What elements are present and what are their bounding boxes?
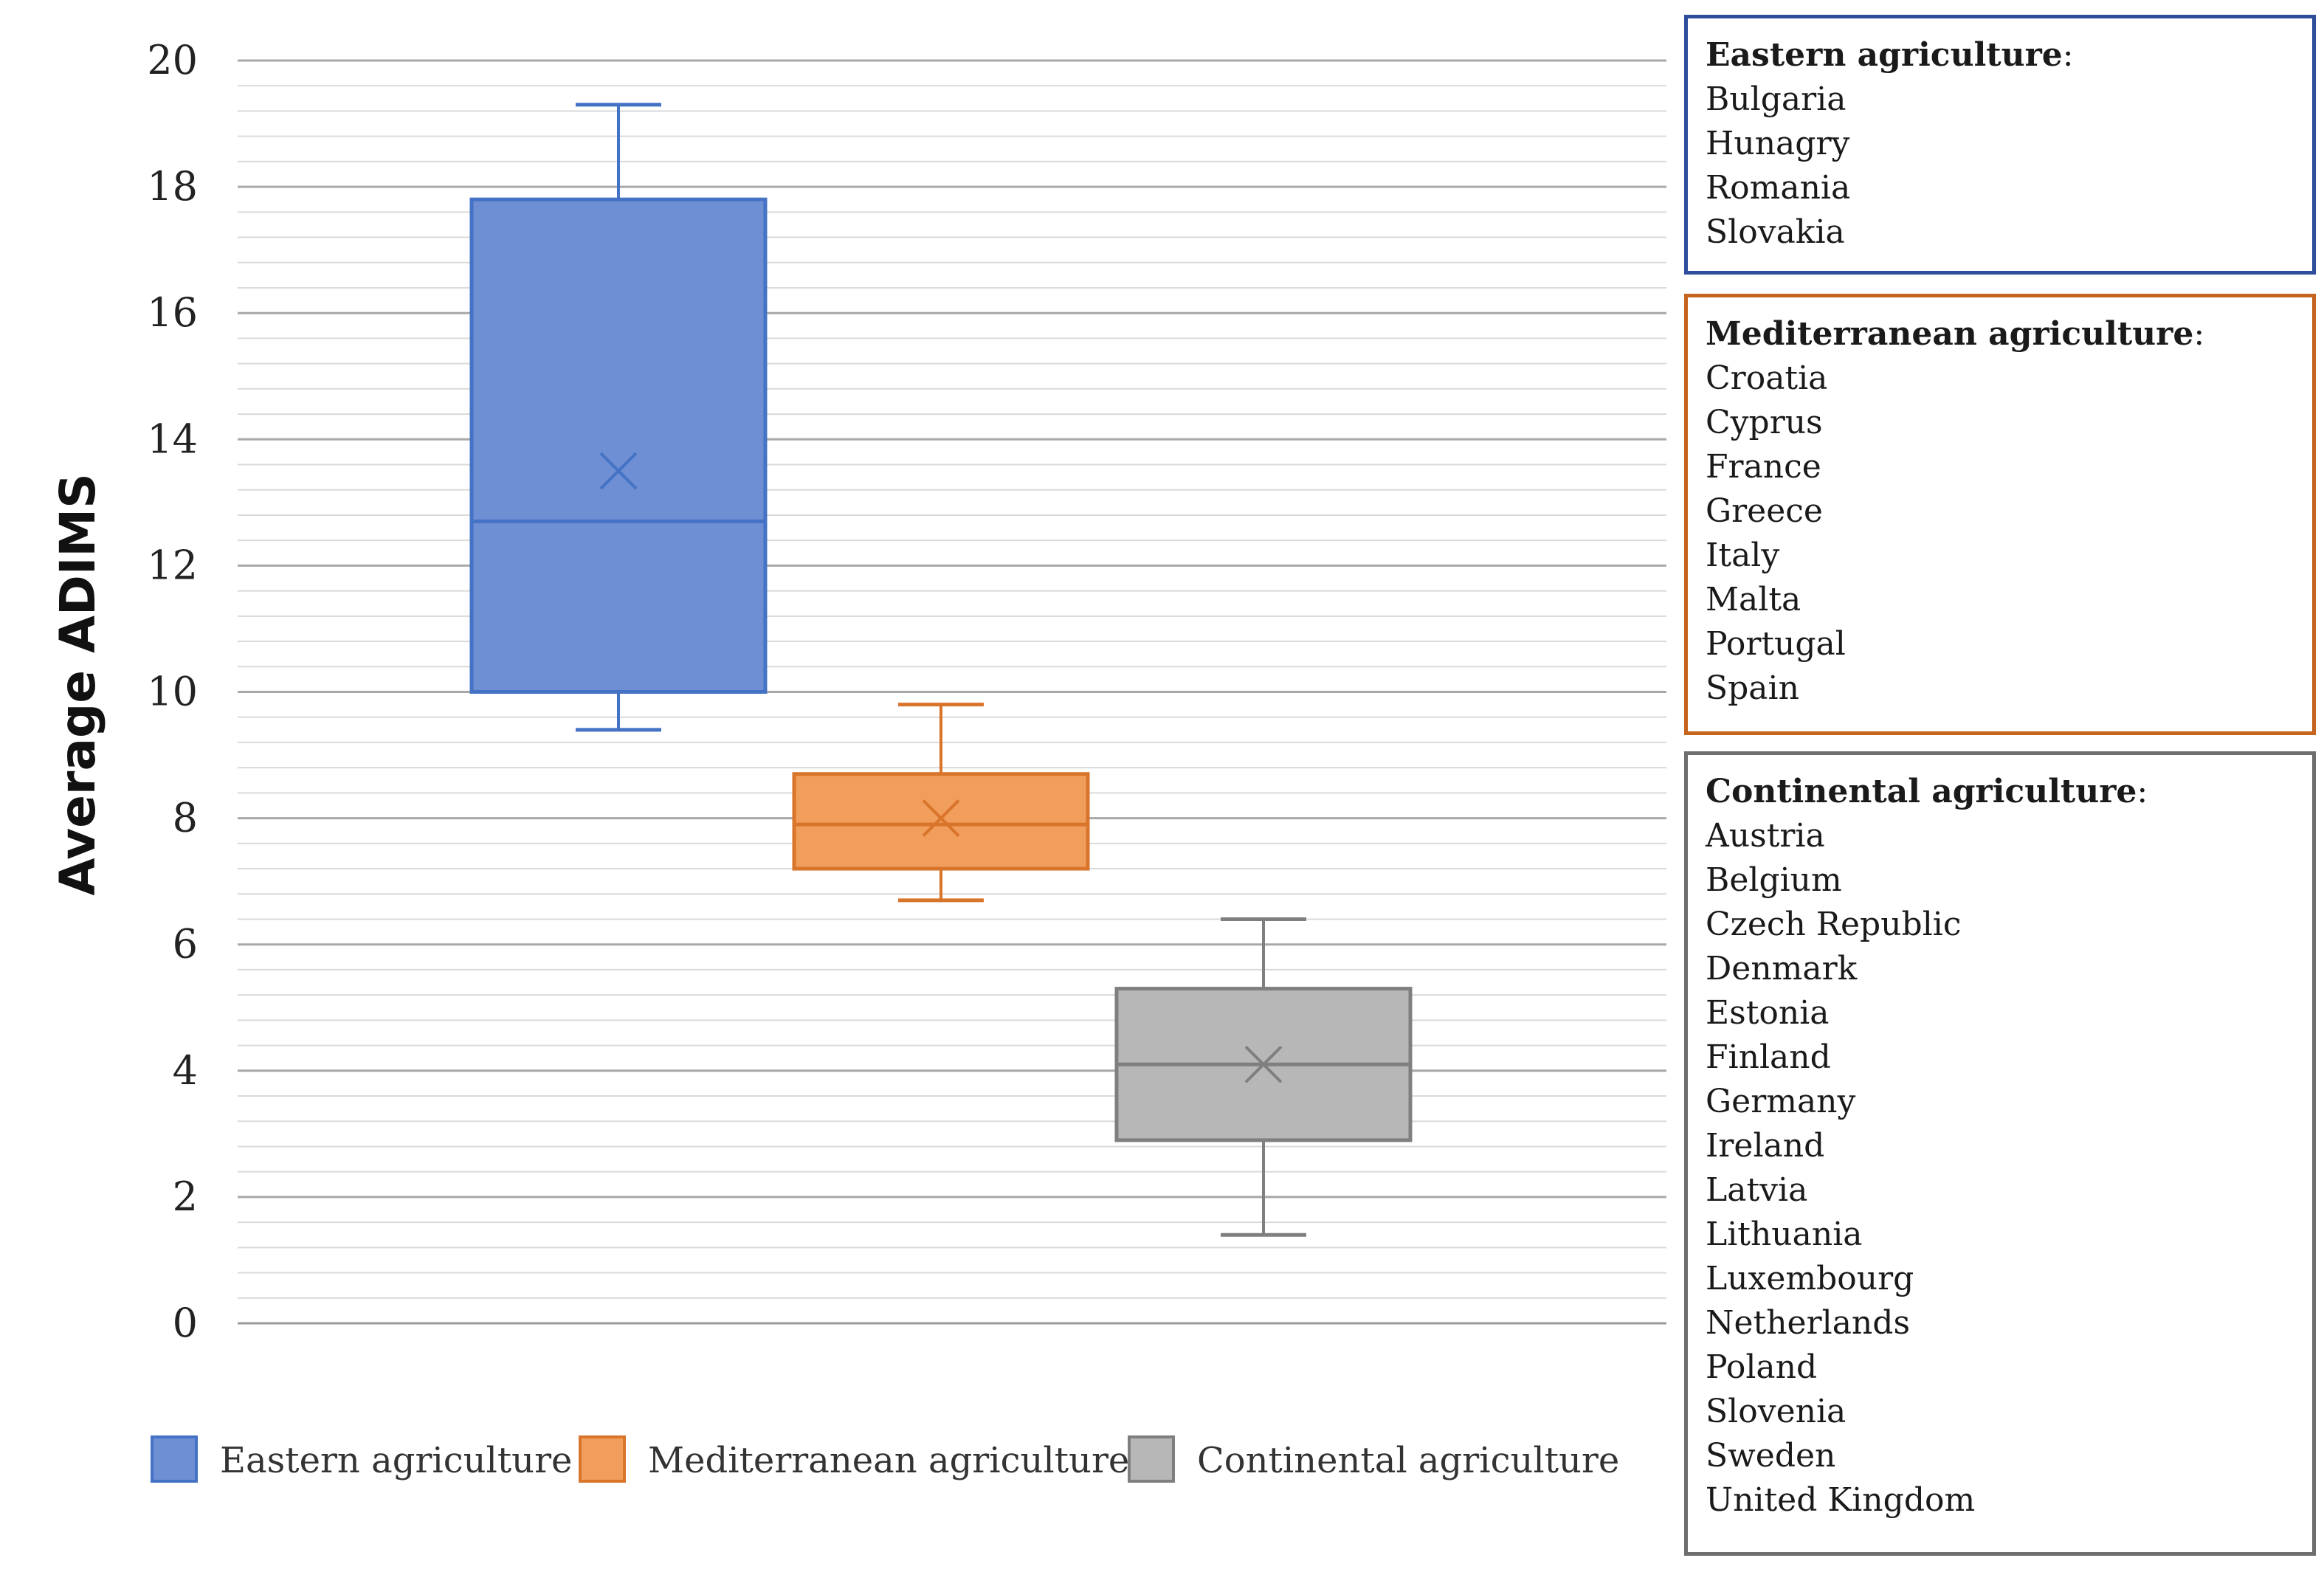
- eastern-country-item: Romania: [1706, 169, 1851, 207]
- eastern-country-item: Bulgaria: [1706, 80, 1847, 118]
- continental-country-item: Denmark: [1706, 950, 1858, 987]
- mediterranean-country-item: Cyprus: [1706, 404, 1823, 441]
- legend-swatch: [1128, 1435, 1175, 1483]
- iqr-box: [469, 197, 768, 694]
- box-group: [469, 103, 768, 732]
- legend-label: Eastern agriculture: [220, 1440, 572, 1481]
- eastern-group-box: Eastern agriculture: Bulgaria Hunagry Roma…: [1684, 15, 2316, 275]
- continental-country-item: Estonia: [1706, 994, 1830, 1032]
- continental-title-colon: :: [2137, 773, 2148, 810]
- mediterranean-country-item: Croatia: [1706, 359, 1828, 397]
- mean-marker: [599, 452, 638, 490]
- mean-marker: [922, 799, 960, 838]
- continental-country-item: Poland: [1706, 1348, 1818, 1386]
- continental-country-item: Czech Republic: [1706, 906, 1962, 943]
- box-plot-chart: 0 2 4 6 8 10 12 14 16 18 20 Average ADIMS Eastern …: [49, 37, 1666, 1483]
- mediterranean-country-item: Malta: [1706, 581, 1801, 618]
- continental-country-item: United Kingdom: [1706, 1481, 1976, 1519]
- legend-swatch: [579, 1435, 626, 1483]
- legend-label: Continental agriculture: [1197, 1440, 1619, 1481]
- mediterranean-country-item: Spain: [1706, 669, 1799, 707]
- continental-country-item: Slovenia: [1706, 1393, 1847, 1430]
- mediterranean-title-colon: :: [2193, 315, 2205, 353]
- y-tick-label: 20: [147, 37, 198, 83]
- continental-country-item: Ireland: [1706, 1127, 1825, 1165]
- continental-country-item: Lithuania: [1706, 1216, 1863, 1253]
- legend-swatch: [151, 1435, 198, 1483]
- y-tick-label: 8: [173, 795, 198, 841]
- y-tick-label: 10: [147, 669, 198, 715]
- mediterranean-group-box: Mediterranean agriculture: Croatia Cyprus…: [1684, 294, 2316, 735]
- continental-country-item: Netherlands: [1706, 1304, 1911, 1342]
- legend-label: Mediterranean agriculture: [648, 1440, 1129, 1481]
- continental-country-item: Luxembourg: [1706, 1260, 1914, 1297]
- y-tick-label: 18: [147, 163, 198, 210]
- eastern-country-item: Hunagry: [1706, 125, 1850, 162]
- box-group: [1114, 917, 1413, 1237]
- y-tick-label: 2: [173, 1173, 198, 1220]
- y-tick-label: 16: [147, 289, 198, 336]
- mediterranean-country-item: France: [1706, 448, 1821, 486]
- continental-group-title: Continental agriculture: [1706, 773, 2137, 810]
- y-tick-label: 0: [173, 1300, 198, 1346]
- continental-group-box: Continental agriculture: Austria Belgium C…: [1684, 751, 2316, 1556]
- mediterranean-country-item: Greece: [1706, 492, 1823, 530]
- eastern-title-colon: :: [2062, 36, 2074, 74]
- eastern-group-title: Eastern agriculture: [1706, 36, 2063, 74]
- continental-country-item: Finland: [1706, 1038, 1831, 1076]
- continental-country-item: Belgium: [1706, 861, 1842, 899]
- mediterranean-group-title: Mediterranean agriculture: [1706, 315, 2194, 353]
- continental-country-item: Sweden: [1706, 1437, 1836, 1475]
- y-axis-label: Average ADIMS: [49, 473, 106, 895]
- box-group: [792, 703, 1090, 903]
- continental-country-item: Germany: [1706, 1083, 1856, 1120]
- continental-country-item: Latvia: [1706, 1171, 1808, 1209]
- iqr-box: [792, 772, 1090, 871]
- mediterranean-country-item: Portugal: [1706, 625, 1846, 663]
- y-tick-label: 6: [173, 921, 198, 968]
- y-tick-label: 14: [147, 416, 198, 462]
- y-tick-label: 4: [173, 1047, 198, 1094]
- mediterranean-country-item: Italy: [1706, 537, 1780, 574]
- continental-country-item: Austria: [1706, 817, 1825, 855]
- y-tick-label: 12: [147, 542, 198, 588]
- mean-marker: [1244, 1045, 1283, 1083]
- eastern-country-item: Slovakia: [1706, 213, 1845, 251]
